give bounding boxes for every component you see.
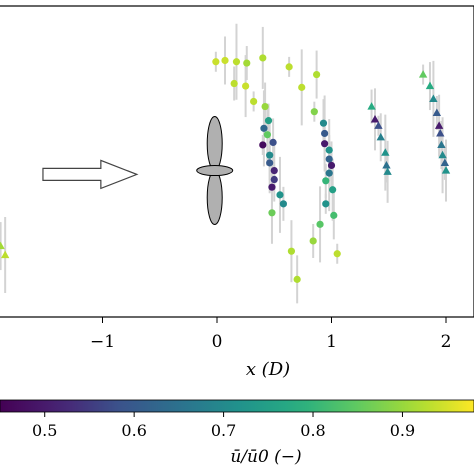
colorbar-label: ū/ū0 (−) (230, 447, 301, 467)
data-point-circle (325, 169, 333, 177)
data-point-circle (298, 83, 306, 91)
x-tick-label: 2 (441, 332, 452, 352)
data-point-circle (319, 119, 328, 127)
data-point-circle (293, 275, 301, 283)
x-tick-label: 0 (212, 332, 223, 352)
data-point-circle (325, 155, 333, 163)
data-point-circle (270, 175, 278, 184)
data-point-circle (221, 56, 229, 65)
colorbar-tick-label: 0.5 (32, 421, 57, 440)
data-point-circle (266, 151, 274, 159)
data-point-circle (230, 79, 238, 88)
data-point-triangle (0, 250, 10, 259)
data-point-triangle (436, 129, 445, 137)
colorbar-tick-label: 0.9 (390, 421, 415, 440)
data-point-circle (263, 131, 271, 139)
colorbar-tick-label: 0.7 (211, 421, 236, 440)
data-point-triangle (432, 108, 442, 117)
x-axis: −1 0 1 2 (90, 317, 451, 352)
data-point-circle (269, 138, 277, 146)
data-point-triangle (440, 158, 450, 166)
data-point-circle (268, 209, 276, 217)
data-point-circle (212, 58, 220, 66)
data-point-triangle (437, 140, 446, 149)
data-point-triangle (434, 121, 444, 129)
data-point-triangle (367, 102, 376, 110)
data-point-circle (261, 102, 269, 111)
data-point-triangle (382, 161, 391, 169)
data-point-circle (259, 54, 267, 62)
data-point-circle (287, 247, 296, 255)
x-tick-label: −1 (90, 332, 115, 352)
data-point-circle (322, 200, 330, 208)
data-point-circle (259, 141, 267, 149)
data-point-circle (322, 177, 330, 185)
data-point-triangle (425, 81, 435, 90)
data-point-circle (325, 146, 333, 154)
data-point-triangle (381, 148, 390, 156)
x-axis-label: x (D) (246, 359, 290, 380)
plot-frame (0, 5, 474, 318)
data-point-circle (329, 186, 337, 194)
data-point-triangle (383, 167, 392, 175)
data-point-circle (330, 211, 338, 219)
data-point-circle (285, 63, 293, 71)
plot-area (0, 5, 474, 318)
annotations (42, 116, 234, 226)
data-point-circle (243, 59, 251, 67)
colorbar: 0.5 0.6 0.7 0.8 0.9 ū/ū0 (−) (0, 399, 474, 467)
data-point-triangle (376, 132, 385, 141)
colorbar-gradient (0, 399, 474, 413)
data-markers (0, 54, 451, 283)
data-point-triangle (418, 70, 428, 78)
data-point-circle (309, 237, 317, 245)
data-point-circle (321, 140, 329, 148)
data-point-circle (321, 129, 329, 138)
data-point-circle (279, 200, 288, 208)
inflow-arrow-icon (42, 159, 139, 190)
data-point-circle (333, 250, 341, 258)
data-point-triangle (374, 121, 383, 129)
data-point-circle (313, 70, 321, 79)
data-point-triangle (441, 166, 451, 174)
data-point-circle (270, 166, 278, 175)
data-point-circle (268, 183, 276, 191)
data-point-circle (266, 159, 274, 167)
data-point-circle (310, 108, 318, 116)
colorbar-tick-label: 0.8 (300, 421, 325, 440)
data-point-triangle (370, 114, 380, 123)
data-point-triangle (438, 150, 447, 159)
data-point-circle (250, 97, 258, 106)
data-point-circle (260, 124, 268, 132)
data-point-circle (232, 58, 241, 66)
data-point-circle (316, 220, 324, 228)
error-bars (0, 23, 447, 304)
colorbar-tick-label: 0.6 (121, 421, 146, 440)
data-point-triangle (0, 241, 5, 250)
x-tick-label: 1 (326, 332, 337, 352)
data-point-circle (327, 161, 336, 170)
colorbar-ticks: 0.5 0.6 0.7 0.8 0.9 (32, 412, 415, 440)
turbine-icon (196, 116, 234, 226)
data-point-circle (264, 117, 273, 125)
data-point-circle (242, 82, 250, 90)
data-point-triangle (429, 94, 438, 102)
data-point-circle (276, 191, 284, 199)
